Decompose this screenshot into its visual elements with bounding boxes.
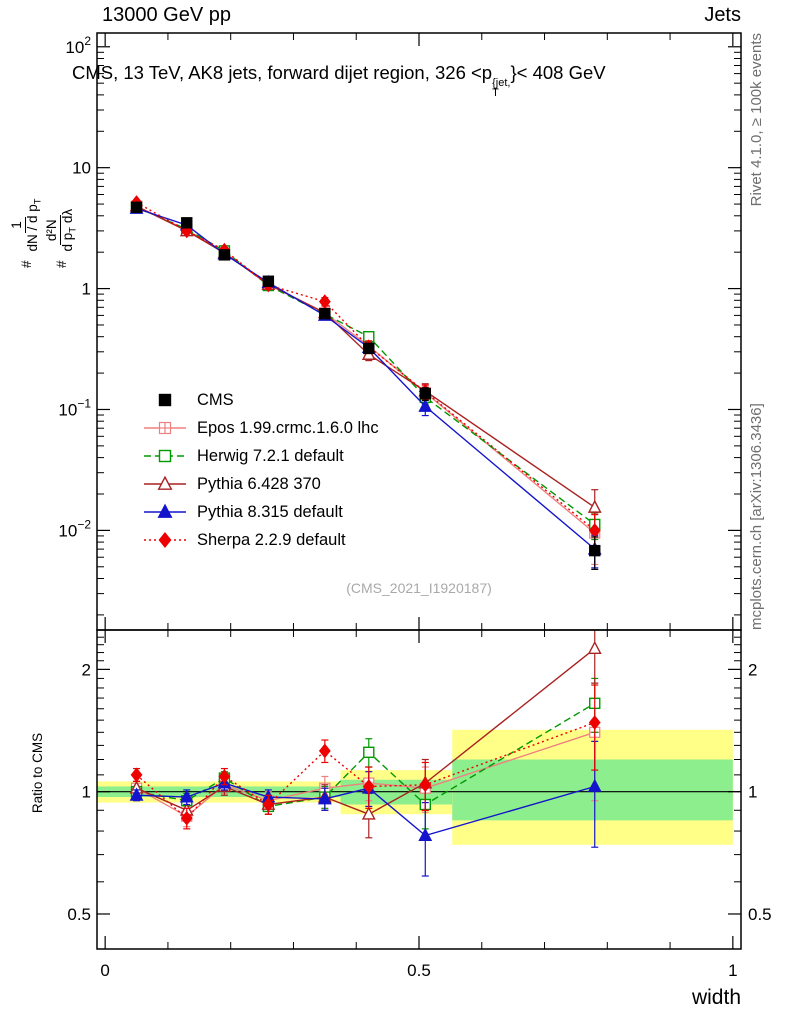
fraction-1-denominator: dN / d pT xyxy=(24,198,44,252)
mcplots-credit-label: mcplots.cern.ch [arXiv:1306.3436] xyxy=(748,403,765,630)
fraction-2: d²N d pT dλ xyxy=(44,207,79,254)
legend: CMS Epos 1.99.crmc.1.6.0 lhc Herwig 7.2.1 … xyxy=(142,386,379,554)
x-axis-label: width xyxy=(691,986,741,1009)
svg-text:102: 102 xyxy=(65,34,91,57)
legend-label-herwig: Herwig 7.2.1 default xyxy=(197,446,344,465)
legend-label-epos: Epos 1.99.crmc.1.6.0 lhc xyxy=(197,418,379,437)
pt-subscript: T xyxy=(492,87,499,99)
y-axis-label-row-2: # d²N d pT dλ xyxy=(44,28,79,268)
legend-marker-herwig xyxy=(144,449,186,463)
series-top-cms xyxy=(130,201,601,570)
svg-text:2: 2 xyxy=(748,660,757,679)
pt-jet-symbol: {jet, T xyxy=(492,77,511,99)
svg-text:0.5: 0.5 xyxy=(407,961,431,980)
fraction-1: 1 dN / d pT xyxy=(9,196,44,253)
hash-symbol-2: # xyxy=(54,260,70,268)
legend-marker-cms xyxy=(158,393,172,407)
legend-marker-epos xyxy=(144,421,186,435)
hash-symbol-1: # xyxy=(19,260,35,268)
svg-text:1: 1 xyxy=(748,783,757,802)
ratio-y-axis-label: Ratio to CMS xyxy=(30,732,45,814)
legend-item-pythia8: Pythia 8.315 default xyxy=(142,498,379,526)
legend-label-pythia8: Pythia 8.315 default xyxy=(197,502,343,521)
legend-item-sherpa: Sherpa 2.2.9 default xyxy=(142,526,379,554)
svg-text:10−2: 10−2 xyxy=(58,517,91,540)
svg-text:1: 1 xyxy=(82,280,91,299)
beam-energy-label: 13000 GeV pp xyxy=(102,4,231,26)
ratio-panel-series xyxy=(129,630,602,877)
svg-text:0.5: 0.5 xyxy=(67,905,91,924)
y-axis-label-top: # 1 dN / d pT # d²N d pT dλ xyxy=(9,28,79,268)
svg-text:0: 0 xyxy=(100,961,109,980)
plot-title: CMS, 13 TeV, AK8 jets, forward dijet reg… xyxy=(72,62,606,99)
legend-item-pythia6: Pythia 6.428 370 xyxy=(142,470,379,498)
legend-label-sherpa: Sherpa 2.2.9 default xyxy=(197,530,346,549)
svg-text:2: 2 xyxy=(82,660,91,679)
svg-text:10−1: 10−1 xyxy=(58,396,91,419)
legend-marker-pythia8 xyxy=(144,503,186,518)
analysis-topic-label: Jets xyxy=(704,4,741,26)
legend-item-herwig: Herwig 7.2.1 default xyxy=(142,442,379,470)
legend-label-pythia6: Pythia 6.428 370 xyxy=(197,474,321,493)
plot-title-pre: CMS, 13 TeV, AK8 jets, forward dijet reg… xyxy=(72,62,493,83)
legend-marker-sherpa xyxy=(144,532,186,548)
rivet-version-label: Rivet 4.1.0, ≥ 100k events xyxy=(748,33,765,207)
legend-item-epos: Epos 1.99.crmc.1.6.0 lhc xyxy=(142,414,379,442)
legend-item-cms: CMS xyxy=(142,386,379,414)
legend-marker-pythia6 xyxy=(144,475,186,490)
y-axis-label-row-1: # 1 dN / d pT xyxy=(9,28,44,268)
plot-title-post: }< 408 GeV xyxy=(510,62,606,83)
series-ratio-sherpa xyxy=(130,684,601,830)
fraction-2-numerator: d²N xyxy=(44,215,61,246)
pt-jet-superscript: {jet, xyxy=(492,77,511,89)
svg-text:1: 1 xyxy=(82,783,91,802)
svg-text:0.5: 0.5 xyxy=(748,905,772,924)
axes xyxy=(96,32,742,950)
fraction-1-numerator: 1 xyxy=(9,217,26,233)
fraction-2-denominator: d pT dλ xyxy=(59,208,79,252)
svg-text:1: 1 xyxy=(728,961,737,980)
legend-label-cms: CMS xyxy=(197,390,234,409)
svg-text:10: 10 xyxy=(72,159,91,178)
tick-labels: 102 10 1 10−1 10−2 0.5 0.5 1 1 2 2 0 0.5 1 xyxy=(58,34,771,980)
analysis-id-watermark: (CMS_2021_I1920187) xyxy=(346,580,492,596)
